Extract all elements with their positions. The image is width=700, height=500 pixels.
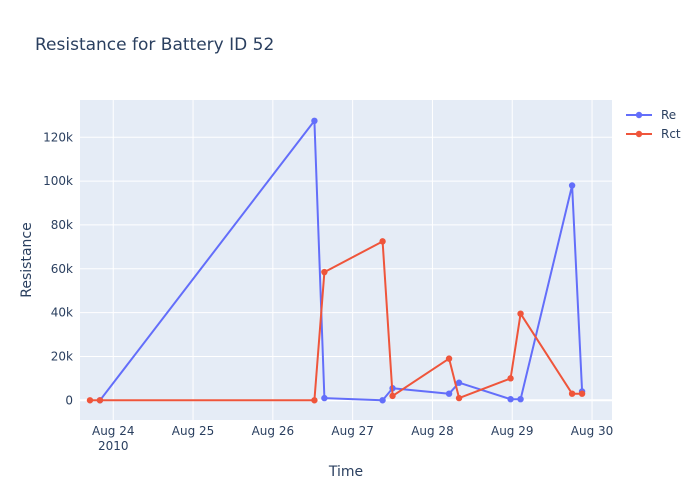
data-point-rct <box>379 238 386 245</box>
y-tick-label: 120k <box>43 130 73 144</box>
data-point-rct <box>445 355 453 362</box>
legend-item-re[interactable]: Re <box>626 108 676 122</box>
y-tick-label: 40k <box>51 306 73 320</box>
data-point-rct <box>321 268 328 276</box>
chart-title: Resistance for Battery ID 52 <box>35 35 274 55</box>
data-point-re <box>311 117 318 125</box>
y-tick-label: 60k <box>51 262 73 276</box>
data-point-rct <box>86 397 94 404</box>
x-tick-sublabel: 2010 <box>98 439 129 453</box>
data-point-re <box>379 397 386 404</box>
data-point-rct <box>455 394 463 402</box>
data-point-rct <box>311 397 318 404</box>
x-tick-label: Aug 28 <box>411 424 454 438</box>
legend-swatch-marker <box>635 130 643 138</box>
data-point-re <box>455 379 463 386</box>
x-tick-label: Aug 24 <box>92 424 135 438</box>
y-axis-title: Resistance <box>19 222 35 297</box>
x-tick-label: Aug 30 <box>571 424 614 438</box>
legend-item-rct[interactable]: Rct <box>626 127 681 141</box>
x-tick-label: Aug 26 <box>252 424 295 438</box>
data-point-re <box>517 395 524 403</box>
legend[interactable]: Re Rct <box>626 108 681 141</box>
legend-swatch-marker <box>635 111 643 119</box>
data-point-rct <box>389 392 396 400</box>
y-tick-label: 100k <box>43 174 73 188</box>
legend-label: Rct <box>661 127 681 141</box>
x-axis-title: Time <box>328 464 363 480</box>
grid-lines <box>80 100 612 420</box>
data-point-rct <box>507 375 514 382</box>
data-point-re <box>321 394 328 402</box>
series-line-rct <box>90 240 583 402</box>
data-point-rct <box>568 390 576 397</box>
x-tick-label: Aug 25 <box>172 424 215 438</box>
y-tick-label: 80k <box>51 218 73 232</box>
data-point-re <box>507 395 514 403</box>
data-point-re <box>445 390 453 397</box>
series-layer <box>86 117 586 404</box>
data-point-rct <box>578 390 586 397</box>
x-tick-label: Aug 27 <box>331 424 374 438</box>
y-tick-label: 0 <box>65 393 73 407</box>
y-tick-label: 20k <box>51 349 73 363</box>
data-point-rct <box>96 397 104 404</box>
series-rct <box>86 238 586 404</box>
data-point-rct <box>517 310 524 317</box>
x-tick-label: Aug 29 <box>491 424 534 438</box>
data-point-re <box>568 182 576 189</box>
legend-label: Re <box>661 108 676 122</box>
